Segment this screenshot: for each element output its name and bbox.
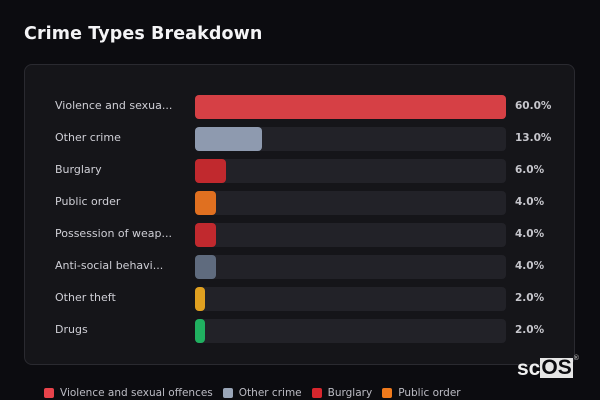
legend-swatch <box>222 388 233 398</box>
bar-row: Public order 4.0% <box>25 191 574 215</box>
bar-row: Other crime 13.0% <box>25 127 574 151</box>
bar-fill[interactable] <box>195 319 206 343</box>
bar-track <box>195 95 506 119</box>
bar-label: Anti-social behavi... <box>55 259 164 272</box>
bar-row: Burglary 6.0% <box>25 159 574 183</box>
bar-value: 4.0% <box>515 260 545 272</box>
bar-fill[interactable] <box>195 255 216 279</box>
legend-label: Other crime <box>238 387 302 399</box>
bar-label: Violence and sexua... <box>55 99 173 112</box>
bar-value: 13.0% <box>515 132 552 144</box>
scos-logo: sc OS ® <box>517 355 579 381</box>
bar-fill[interactable] <box>195 191 216 215</box>
legend-swatch <box>44 388 54 398</box>
bar-track <box>195 191 506 215</box>
legend-label: Public order <box>398 387 461 399</box>
bar-label: Other theft <box>55 291 116 304</box>
bar-fill[interactable] <box>195 127 263 151</box>
bar-fill[interactable] <box>195 95 506 119</box>
legend-item[interactable]: Public order <box>382 386 461 400</box>
bar-row: Other theft 2.0% <box>25 287 574 311</box>
bar-label: Burglary <box>55 163 102 176</box>
chart-card: Violence and sexua... 60.0% Other crime … <box>24 64 575 365</box>
bar-label: Drugs <box>55 323 88 336</box>
bar-value: 2.0% <box>515 324 545 336</box>
bar-track <box>195 319 506 343</box>
bar-track <box>195 287 506 311</box>
bar-value: 6.0% <box>515 164 545 176</box>
legend-label: Violence and sexual offences <box>60 387 213 399</box>
bar-track <box>195 223 506 247</box>
legend-label: Burglary <box>327 387 373 399</box>
chart-legend: Violence and sexual offences Other crime… <box>44 386 461 400</box>
bar-row: Possession of weap... 4.0% <box>25 223 574 247</box>
logo-os: OS <box>540 356 573 379</box>
bar-fill[interactable] <box>195 223 216 247</box>
bar-value: 4.0% <box>515 228 545 240</box>
bar-row: Violence and sexua... 60.0% <box>25 95 574 119</box>
bar-row: Drugs 2.0% <box>25 319 574 343</box>
legend-swatch <box>311 388 322 398</box>
bar-value: 2.0% <box>515 292 545 304</box>
legend-item[interactable]: Burglary <box>311 386 373 400</box>
legend-item[interactable]: Violence and sexual offences <box>44 386 213 400</box>
bar-value: 60.0% <box>515 100 552 112</box>
bar-fill[interactable] <box>195 159 227 183</box>
bar-label: Other crime <box>55 131 121 144</box>
bar-value: 4.0% <box>515 196 545 208</box>
bar-row: Anti-social behavi... 4.0% <box>25 255 574 279</box>
bar-label: Public order <box>55 195 121 208</box>
bar-label: Possession of weap... <box>55 227 172 240</box>
bar-track <box>195 127 506 151</box>
bar-track <box>195 255 506 279</box>
legend-item[interactable]: Other crime <box>222 386 302 400</box>
bar-track <box>195 159 506 183</box>
bar-fill[interactable] <box>195 287 206 311</box>
chart-title: Crime Types Breakdown <box>24 24 263 44</box>
logo-sc: sc <box>517 357 541 380</box>
legend-swatch <box>382 388 393 398</box>
registered-mark-icon: ® <box>573 355 579 362</box>
